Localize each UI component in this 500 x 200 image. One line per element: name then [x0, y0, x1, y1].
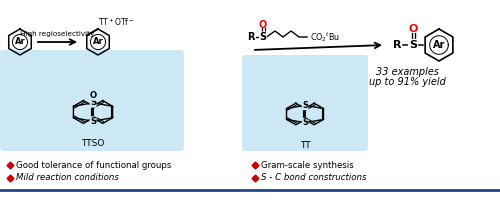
Text: R: R — [247, 32, 255, 42]
Text: CO$_2$$^t$Bu: CO$_2$$^t$Bu — [310, 30, 340, 44]
Text: S: S — [90, 98, 96, 107]
Text: Gram-scale synthesis: Gram-scale synthesis — [261, 160, 354, 170]
Text: Ar: Ar — [14, 38, 26, 46]
Text: O: O — [259, 20, 267, 30]
Text: S: S — [302, 101, 308, 110]
FancyBboxPatch shape — [242, 55, 368, 151]
Text: TTSO: TTSO — [82, 138, 104, 148]
Text: Ar: Ar — [433, 40, 445, 50]
Text: up to 91% yield: up to 91% yield — [368, 77, 446, 87]
Text: O: O — [90, 91, 96, 100]
Text: TT$^+$OTf$^-$: TT$^+$OTf$^-$ — [98, 17, 134, 28]
Text: Good tolerance of functional groups: Good tolerance of functional groups — [16, 160, 172, 170]
Text: S: S — [302, 118, 308, 127]
Text: 33 examples: 33 examples — [376, 67, 438, 77]
Text: S: S — [90, 117, 96, 126]
Text: Mild reaction conditions: Mild reaction conditions — [16, 173, 119, 182]
Text: TT: TT — [300, 140, 310, 150]
Text: O: O — [408, 24, 418, 34]
Text: High regioselectivity: High regioselectivity — [20, 31, 94, 37]
Text: S: S — [260, 32, 266, 42]
Text: S: S — [409, 40, 417, 50]
FancyBboxPatch shape — [0, 50, 184, 151]
Text: S - C bond constructions: S - C bond constructions — [261, 173, 366, 182]
Text: Ar: Ar — [92, 38, 104, 46]
Text: R: R — [393, 40, 401, 50]
